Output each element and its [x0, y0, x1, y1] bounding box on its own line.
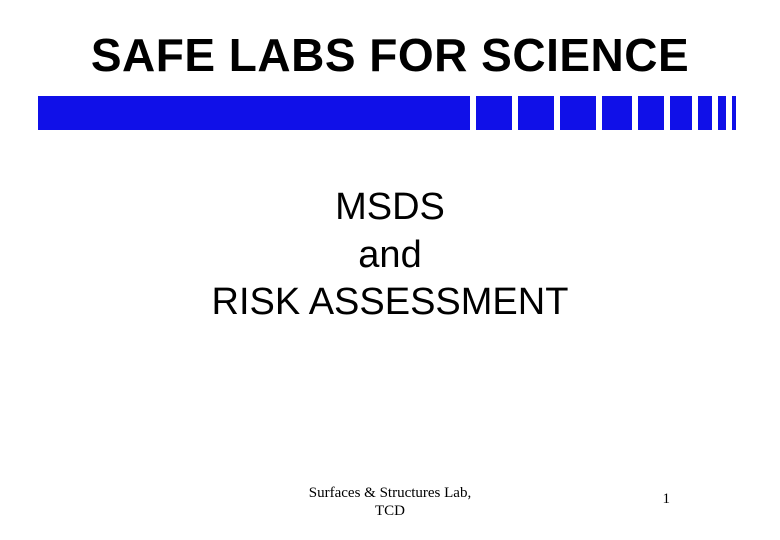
slide: SAFE LABS FOR SCIENCE MSDSandRISK ASSESS… — [0, 0, 780, 540]
slide-title: SAFE LABS FOR SCIENCE — [0, 28, 780, 82]
slide-subtitle: MSDSandRISK ASSESSMENT — [0, 184, 780, 327]
divider-segment — [512, 96, 554, 130]
page-number: 1 — [663, 491, 671, 508]
subtitle-line: and — [0, 232, 780, 280]
divider-segment — [470, 96, 512, 130]
divider-segment — [632, 96, 664, 130]
divider-segment — [692, 96, 712, 130]
divider-segment — [726, 96, 736, 130]
divider-segment — [664, 96, 692, 130]
title-divider — [38, 96, 742, 130]
divider-segment — [712, 96, 726, 130]
divider-segment — [736, 96, 742, 130]
subtitle-line: RISK ASSESSMENT — [0, 279, 780, 327]
divider-segment — [554, 96, 596, 130]
divider-solid — [38, 96, 470, 130]
subtitle-line: MSDS — [0, 184, 780, 232]
divider-segment — [596, 96, 632, 130]
